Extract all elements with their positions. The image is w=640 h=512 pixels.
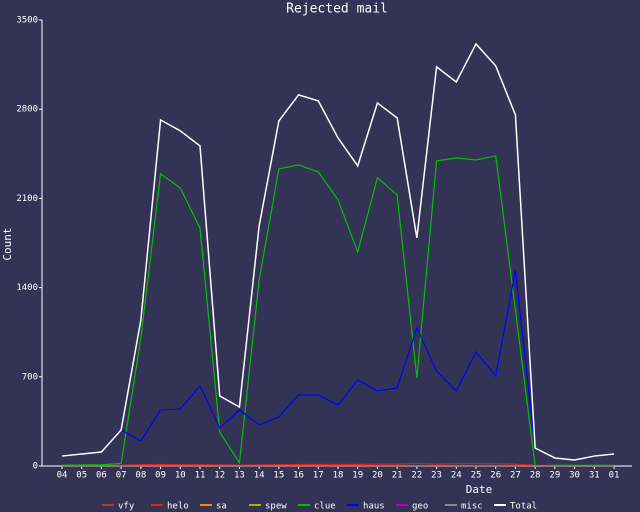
line-series <box>62 462 614 467</box>
x-tick-label: 06 <box>96 471 107 481</box>
x-tick-label: 08 <box>135 471 146 481</box>
x-tick-label: 31 <box>589 471 600 481</box>
legend-label: geo <box>412 502 428 512</box>
x-tick-label: 28 <box>530 471 541 481</box>
y-axis-label: Count <box>1 227 14 260</box>
legend-label: sa <box>216 502 227 512</box>
y-tick-label: 3500 <box>16 16 38 26</box>
chart-title: Rejected mail <box>286 2 388 17</box>
x-tick-label: 15 <box>273 471 284 481</box>
x-tick-label: 23 <box>431 471 442 481</box>
x-tick-label: 25 <box>471 471 482 481</box>
line-series <box>61 269 615 461</box>
legend-label: Total <box>510 502 537 512</box>
x-tick-label: 20 <box>372 471 383 481</box>
x-tick-label: 07 <box>116 471 127 481</box>
x-tick-label: 16 <box>293 471 304 481</box>
x-tick-label: 09 <box>155 471 166 481</box>
x-axis-label: Date <box>466 483 493 496</box>
legend-label: spew <box>265 502 287 512</box>
x-tick-label: 14 <box>254 471 265 481</box>
x-tick-label: 26 <box>490 471 501 481</box>
x-tick-label: 24 <box>451 471 462 481</box>
x-tick-label: 01 <box>609 471 620 481</box>
x-tick-label: 18 <box>333 471 344 481</box>
y-tick-label: 0 <box>33 462 38 472</box>
y-tick-label: 2100 <box>16 194 38 204</box>
x-tick-label: 17 <box>313 471 324 481</box>
legend-label: haus <box>363 502 385 512</box>
legend-label: clue <box>314 502 336 512</box>
x-tick-label: 11 <box>195 471 206 481</box>
y-tick-label: 700 <box>22 372 38 382</box>
x-tick-label: 04 <box>57 471 68 481</box>
line-series <box>61 155 614 467</box>
x-tick-label: 13 <box>234 471 245 481</box>
x-tick-label: 10 <box>175 471 186 481</box>
x-tick-label: 22 <box>411 471 422 481</box>
y-tick-label: 1400 <box>16 283 38 293</box>
x-tick-label: 30 <box>569 471 580 481</box>
x-tick-label: 05 <box>76 471 87 481</box>
legend-label: vfy <box>118 502 135 512</box>
legend-label: helo <box>167 502 189 512</box>
x-tick-label: 29 <box>549 471 560 481</box>
x-tick-label: 19 <box>352 471 363 481</box>
x-tick-label: 21 <box>392 471 403 481</box>
x-tick-label: 12 <box>214 471 225 481</box>
x-tick-label: 27 <box>510 471 521 481</box>
line-series <box>61 42 615 461</box>
y-tick-label: 2800 <box>16 105 38 115</box>
legend-label: misc <box>461 502 483 512</box>
